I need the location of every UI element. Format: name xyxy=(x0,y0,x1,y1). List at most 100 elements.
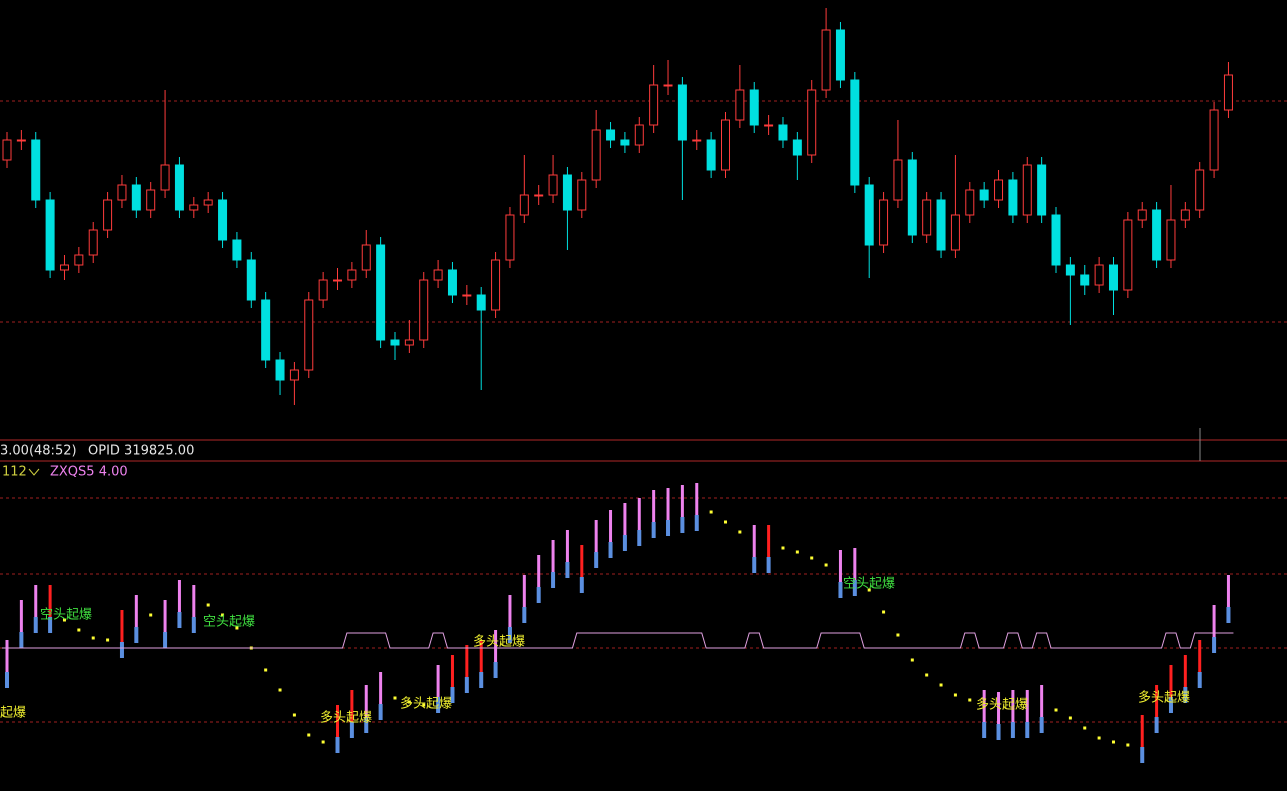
candle-body xyxy=(289,369,299,381)
indicator-bar xyxy=(551,540,555,585)
indicator-bar xyxy=(1169,665,1173,710)
candle-body xyxy=(548,174,558,196)
candle-body xyxy=(950,214,960,251)
candle-body xyxy=(433,269,443,281)
indicator-bar-low xyxy=(479,672,484,688)
indicator-id: 112 xyxy=(2,465,27,480)
candle-body xyxy=(390,339,400,346)
signal-dot xyxy=(1097,736,1101,740)
indicator-bar-low xyxy=(134,627,139,643)
signal-dot xyxy=(925,673,929,677)
candle-body xyxy=(1065,264,1075,276)
candle-body xyxy=(1123,219,1133,291)
indicator-bar-low xyxy=(436,697,441,713)
signal-dot xyxy=(882,610,886,614)
candle-body xyxy=(88,229,98,256)
indicator-bar-low xyxy=(852,580,857,596)
indicator-bar xyxy=(580,545,584,590)
signal-dot xyxy=(910,658,914,662)
indicator-bar-low xyxy=(1226,607,1231,623)
indicator-bar-low xyxy=(551,572,556,588)
candle-body xyxy=(2,139,12,161)
indicator-bar xyxy=(134,595,138,640)
candle-body xyxy=(893,159,903,201)
indicator-bar xyxy=(19,600,23,645)
indicator-bar xyxy=(1155,685,1159,730)
indicator-bar xyxy=(494,630,498,675)
candle-body xyxy=(189,204,199,211)
indicator-bar-low xyxy=(1154,717,1159,733)
candle-body xyxy=(45,199,55,271)
indicator-bar-low xyxy=(565,562,570,578)
indicator-bar-low xyxy=(666,520,671,536)
signal-label: 多头起爆 xyxy=(473,634,525,650)
candle-body xyxy=(1209,109,1219,171)
signal-label: 多头起爆 xyxy=(320,710,372,726)
indicator-bar xyxy=(767,525,771,570)
indicator-bar xyxy=(120,610,124,655)
candle-body xyxy=(261,299,271,361)
candle-body xyxy=(735,89,745,121)
candle-body xyxy=(462,294,472,297)
candle-body xyxy=(1137,209,1147,221)
candle-body xyxy=(519,194,529,216)
candle-body xyxy=(764,124,774,127)
candle-body xyxy=(634,124,644,146)
candle-body xyxy=(74,254,84,266)
indicator-bar-low xyxy=(694,515,699,531)
candle-body xyxy=(907,159,917,236)
candle-body xyxy=(1152,209,1162,261)
indicator-bar-low xyxy=(364,717,369,733)
signal-dot xyxy=(867,588,871,592)
signal-label: 多头起爆 xyxy=(976,697,1028,713)
candle-body xyxy=(505,214,515,261)
signal-dot xyxy=(206,603,210,607)
candle-body xyxy=(864,184,874,246)
indicator-bar-low xyxy=(1010,722,1015,738)
indicator-bar xyxy=(666,488,670,533)
indicator-bar xyxy=(1025,690,1029,735)
candle-body xyxy=(534,194,544,197)
signal-dot xyxy=(422,703,426,707)
signal-dot xyxy=(278,688,282,692)
indicator-bar xyxy=(853,548,857,593)
indicator-bar-low xyxy=(177,612,182,628)
indicator-bar-low xyxy=(982,722,987,738)
signal-dot xyxy=(221,613,225,617)
candle-body xyxy=(275,359,285,381)
signal-dot xyxy=(968,698,972,702)
dropdown-icon[interactable] xyxy=(28,468,40,476)
indicator-bar xyxy=(1140,715,1144,760)
indicator-bar-low xyxy=(450,687,455,703)
indicator-bar xyxy=(1183,655,1187,700)
indicator-bar xyxy=(752,525,756,570)
signal-dot xyxy=(1054,708,1058,712)
indicator-bar xyxy=(336,705,340,750)
indicator-bar xyxy=(1212,605,1216,650)
candle-body xyxy=(663,84,673,87)
candle-body xyxy=(347,269,357,281)
signal-dot xyxy=(824,563,828,567)
signal-dot xyxy=(307,733,311,737)
signal-dot xyxy=(407,700,411,704)
candle-body xyxy=(246,259,256,301)
indicator-bar-low xyxy=(622,535,627,551)
indicator-bar-low xyxy=(651,522,656,538)
candle-body xyxy=(318,279,328,301)
indicator-bar-low xyxy=(594,552,599,568)
signal-dot xyxy=(321,740,325,744)
candle-body xyxy=(835,29,845,81)
indicator-bar xyxy=(982,690,986,735)
indicator-bar-low xyxy=(507,627,512,643)
indicator-bar-low xyxy=(378,704,383,720)
indicator-bar-low xyxy=(838,582,843,598)
candle-body xyxy=(1022,164,1032,216)
candle-body xyxy=(419,279,429,341)
info-text: 3.00(48:52) xyxy=(0,444,77,459)
indicator-bar xyxy=(522,575,526,620)
candle-body xyxy=(1051,214,1061,266)
candle-body xyxy=(476,294,486,311)
candle-body xyxy=(562,174,572,211)
indicator-bar xyxy=(364,685,368,730)
candle-body xyxy=(792,139,802,156)
